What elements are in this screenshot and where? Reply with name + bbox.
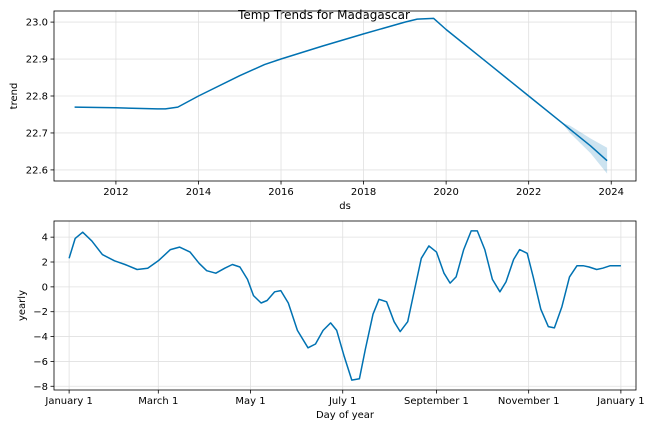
y-tick-label: 0 [42, 282, 48, 293]
uncertainty-band [561, 122, 608, 174]
x-tick-label: 2020 [433, 187, 458, 198]
x-tick-label: 2016 [268, 187, 293, 198]
x-tick-label: July 1 [328, 396, 357, 407]
x-tick-label: 2012 [103, 187, 128, 198]
x-tick-label: November 1 [498, 396, 560, 407]
y-tick-label: −6 [33, 357, 48, 368]
y-tick-label: 22.8 [26, 92, 48, 103]
trend-series-line [74, 17, 608, 162]
chart-trend: 2012 2014 2016 2018 2020 2022 2024 22.6 22.7 22.8… [9, 10, 637, 212]
x-tick-label: 2022 [516, 187, 541, 198]
y-tick-label: 22.7 [26, 128, 48, 139]
yearly-series-line [68, 230, 621, 381]
y-tick-label: 22.9 [26, 55, 48, 66]
y-tick-label: 23.0 [26, 18, 48, 29]
x-axis-label: Day of year [316, 410, 375, 421]
y-tick-label: 4 [42, 233, 48, 244]
x-tick-label: January 1 [596, 396, 644, 407]
x-axis-label: ds [339, 201, 351, 212]
x-tick-label: 2014 [186, 187, 211, 198]
y-axis-label: yearly [17, 290, 28, 321]
x-tick-label: 2024 [599, 187, 624, 198]
y-axis-label: trend [9, 83, 20, 110]
x-tick-label: May 1 [235, 396, 265, 407]
chart-yearly: January 1 March 1 May 1 July 1 September 1 No… [17, 220, 645, 421]
x-tick-label: March 1 [138, 396, 178, 407]
x-tick-label: January 1 [44, 396, 92, 407]
y-tick-label: 2 [42, 258, 48, 269]
chart-panels: 2012 2014 2016 2018 2020 2022 2024 22.6 22.7 22.8… [9, 10, 645, 421]
figure-title: Temp Trends for Madagascar [237, 8, 410, 22]
y-tick-label: −2 [33, 307, 48, 318]
axes-frame [53, 220, 637, 391]
y-tick-label: −4 [33, 332, 48, 343]
x-tick-label: 2018 [351, 187, 376, 198]
x-tick-label: September 1 [404, 396, 469, 407]
y-tick-label: 22.6 [26, 165, 48, 176]
y-tick-label: −8 [33, 382, 48, 393]
